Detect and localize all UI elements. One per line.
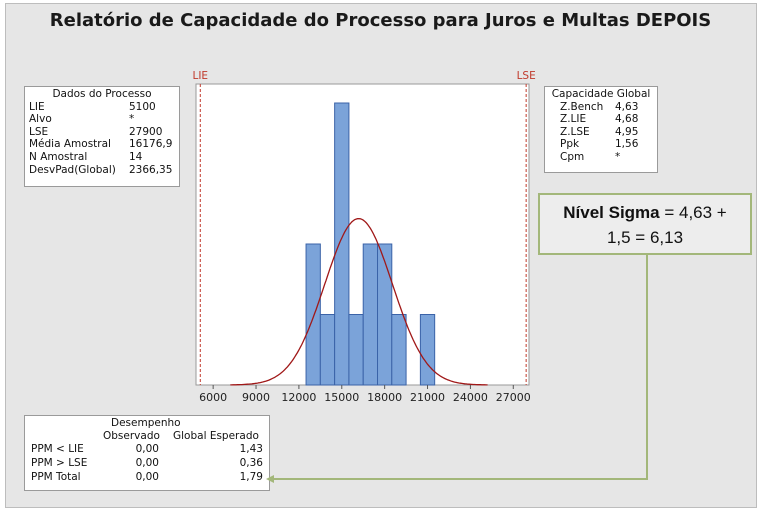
performance-observed: 0,00: [135, 471, 159, 483]
histogram-bar: [319, 314, 336, 386]
process-data-label: LSE: [29, 125, 49, 138]
performance-expected: 0,36: [239, 457, 263, 469]
x-tick-label: 27000: [496, 391, 531, 404]
process-data-row: Alvo *: [25, 113, 179, 126]
capability-row: Z.LSE 4,95: [545, 126, 657, 139]
performance-row: PPM > LSE 0,00 0,36: [25, 457, 269, 471]
process-data-row: Média Amostral 16176,9: [25, 138, 179, 151]
process-data-row: LIE 5100: [25, 101, 179, 114]
performance-heading: Desempenho: [111, 417, 181, 429]
callout-line1: = 4,63 +: [659, 203, 727, 222]
x-tick-label: 12000: [281, 391, 316, 404]
x-tick-label: 24000: [453, 391, 488, 404]
histogram-bar: [362, 243, 379, 386]
performance-label: PPM < LIE: [31, 443, 84, 455]
histogram-bar: [377, 243, 393, 386]
histogram-bar: [305, 243, 321, 386]
histogram-bar: [334, 102, 350, 386]
sigma-level-callout: Nível Sigma = 4,63 + 1,5 = 6,13: [538, 193, 752, 255]
process-data-table: Dados do Processo LIE 5100 Alvo * LSE 27900 Mé…: [24, 86, 180, 187]
performance-observed: 0,00: [135, 457, 159, 469]
capability-label: Ppk: [560, 138, 580, 151]
process-data-label: Média Amostral: [29, 138, 111, 151]
callout-arrowhead: [266, 475, 274, 483]
x-tick-label: 21000: [410, 391, 445, 404]
process-data-value: 16176,9: [129, 138, 173, 151]
callout-line2: 1,5 = 6,13: [606, 228, 684, 247]
capability-table: Capacidade Global Z.Bench 4,63 Z.LIE 4,68 Z.…: [544, 86, 658, 173]
capability-row: Cpm *: [545, 151, 657, 164]
callout-bold: Nível Sigma: [563, 203, 660, 222]
process-data-value: 14: [129, 150, 143, 163]
histogram-bar: [348, 314, 364, 386]
performance-col-observed: Observado: [103, 430, 160, 442]
process-data-label: DesvPad(Global): [29, 163, 116, 176]
process-data-row: LSE 27900: [25, 126, 179, 139]
capability-value: 4,95: [615, 125, 639, 138]
process-data-label: N Amostral: [29, 150, 88, 163]
capability-row: Z.Bench 4,63: [545, 101, 657, 114]
process-data-value: 5100: [129, 100, 156, 113]
capability-heading: Capacidade Global: [551, 88, 651, 100]
spec-limit-label-lie: LIE: [192, 70, 208, 82]
x-tick-label: 18000: [367, 391, 402, 404]
capability-label: Z.LIE: [560, 113, 587, 126]
capability-row: Z.LIE 4,68: [545, 113, 657, 126]
capability-label: Z.Bench: [560, 100, 604, 113]
x-tick-label: 6000: [199, 391, 227, 404]
performance-expected: 1,79: [239, 471, 263, 483]
performance-row: PPM < LIE 0,00 1,43: [25, 443, 269, 457]
performance-label: PPM > LSE: [31, 457, 88, 469]
process-data-heading: Dados do Processo: [52, 88, 152, 100]
normal-fit-curve: [230, 217, 488, 386]
process-data-value: *: [129, 113, 135, 126]
capability-value: 4,63: [615, 100, 639, 113]
performance-label: PPM Total: [31, 471, 81, 483]
histogram-bar: [391, 314, 407, 386]
x-tick-label: 15000: [324, 391, 359, 404]
x-tick-label: 9000: [242, 391, 270, 404]
process-data-row: DesvPad(Global) 2366,35: [25, 164, 179, 177]
report-title: Relatório de Capacidade do Processo para…: [49, 10, 712, 31]
performance-observed: 0,00: [135, 443, 159, 455]
performance-col-expected: Global Esperado: [173, 430, 259, 442]
process-data-value: 2366,35: [129, 163, 173, 176]
process-data-value: 27900: [129, 125, 163, 138]
capability-label: Z.LSE: [560, 125, 590, 138]
capability-label: Cpm: [560, 150, 585, 163]
process-data-label: LIE: [29, 100, 45, 113]
process-data-row: N Amostral 14: [25, 151, 179, 164]
performance-expected: 1,43: [239, 443, 263, 455]
performance-row: PPM Total 0,00 1,79: [25, 471, 269, 485]
process-data-label: Alvo: [29, 113, 52, 126]
capability-row: Ppk 1,56: [545, 138, 657, 151]
capability-value: *: [615, 150, 621, 163]
capability-value: 4,68: [615, 113, 639, 126]
performance-table: Desempenho Observado Global Esperado PPM…: [24, 415, 270, 491]
spec-limit-label-lse: LSE: [517, 70, 536, 82]
histogram-bar: [419, 314, 436, 386]
callout-connector: [272, 255, 648, 480]
capability-value: 1,56: [615, 138, 639, 151]
